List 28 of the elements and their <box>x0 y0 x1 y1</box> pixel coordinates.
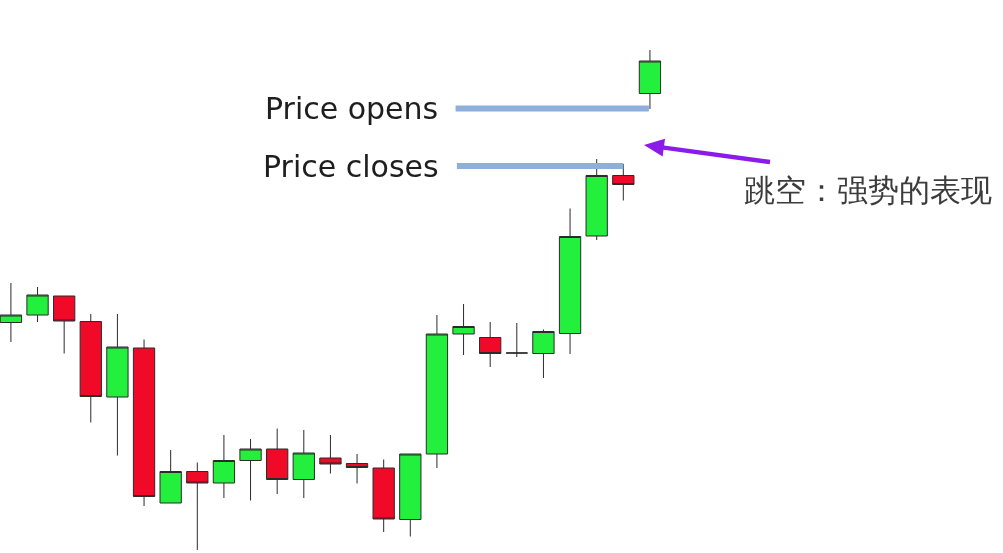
candlestick <box>132 339 156 507</box>
candlestick <box>532 329 555 379</box>
candlestick <box>505 322 528 358</box>
candlestick <box>0 282 23 343</box>
candlestick <box>106 313 129 456</box>
candlestick <box>425 314 449 469</box>
candlestick <box>79 313 102 423</box>
candlestick <box>372 459 395 533</box>
candlestick <box>212 434 236 499</box>
candlestick <box>585 158 608 241</box>
candlestick <box>612 163 635 201</box>
candlestick <box>479 321 502 368</box>
candlestick <box>26 286 49 323</box>
candlestick <box>319 434 342 474</box>
text: 跳空：强势的表现 <box>744 172 992 208</box>
candlestick <box>266 428 289 495</box>
candlestick <box>558 208 582 355</box>
candlestick <box>239 438 262 501</box>
candlestick <box>53 295 76 354</box>
candlestick <box>186 462 209 551</box>
ref-line-label: Price opens <box>265 91 439 126</box>
candlestick <box>399 453 422 537</box>
candlestick <box>159 449 182 504</box>
candlestick <box>345 453 369 484</box>
candlestick <box>452 303 475 356</box>
ref-line-label: Price closes <box>263 149 439 184</box>
candlestick <box>292 429 315 499</box>
candlestick <box>638 49 662 110</box>
